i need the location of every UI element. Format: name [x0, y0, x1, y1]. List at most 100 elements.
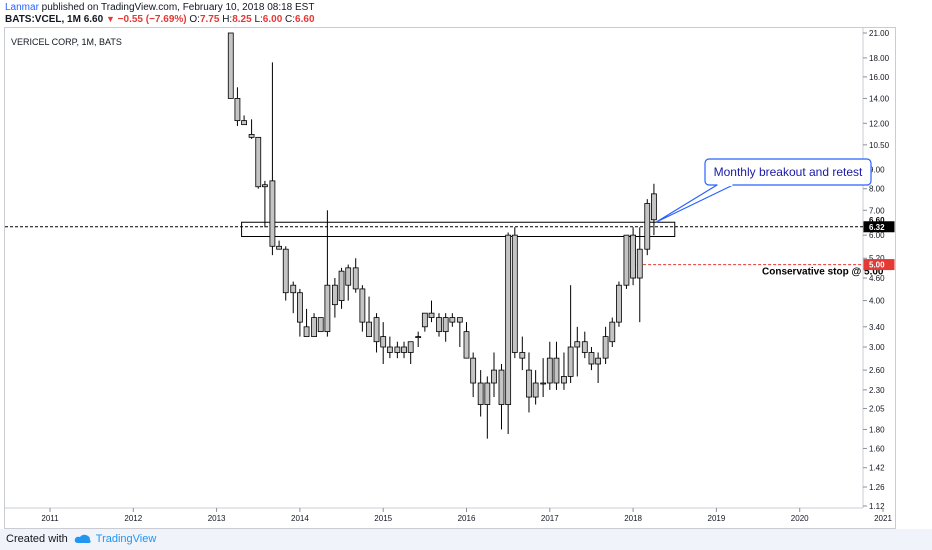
tradingview-link[interactable]: TradingView [74, 533, 157, 545]
price-change: −0.55 (−7.69%) [117, 14, 187, 25]
candle-body [540, 382, 547, 385]
x-tick-label: 2012 [124, 514, 142, 523]
candle-body [623, 234, 630, 286]
created-with-text: Created with [6, 533, 68, 545]
candle-body [415, 336, 422, 338]
low-label: L: [254, 14, 263, 25]
candle-body [296, 292, 303, 323]
candle-body [428, 312, 435, 318]
candle-body [630, 234, 636, 279]
y-tick-label: 4.00 [869, 297, 885, 306]
candle-body [484, 382, 491, 405]
candle-body [331, 284, 338, 306]
y-tick-label: 7.00 [869, 206, 885, 215]
open-value: 7.75 [199, 14, 220, 25]
y-tick-label: 4.60 [869, 274, 885, 283]
candlestick-chart[interactable]: VERICEL CORP, 1M, BATS 21.00 18.00 16.00 14… [5, 28, 895, 528]
stop-price-label: 5.00 [869, 261, 885, 270]
stop-price-label-bg [863, 259, 895, 271]
chart-title: VERICEL CORP, 1M, BATS [11, 37, 122, 47]
header-line-2: BATS:VCEL, 1M 6.60 ▼ −0.55 (−7.69%) O:7.… [5, 14, 315, 25]
y-tick-label: 2.60 [869, 366, 885, 375]
y-tick-label: 8.00 [869, 185, 885, 194]
high-label: H: [222, 14, 233, 25]
y-tick-label: 21.00 [869, 29, 890, 38]
candle-body [366, 321, 372, 337]
candle-body [394, 346, 401, 353]
candle-body [241, 120, 247, 126]
candle-body [463, 331, 470, 359]
candle-body [477, 382, 484, 405]
candle-body [248, 134, 255, 138]
candle-body [588, 352, 595, 365]
chart-frame[interactable]: VERICEL CORP, 1M, BATS 21.00 18.00 16.00 14… [4, 27, 896, 529]
candle-body [324, 284, 331, 333]
x-tick-label: 2014 [291, 514, 309, 523]
x-tick-label: 2020 [791, 514, 809, 523]
candle-body [567, 346, 574, 377]
stop-annotation: Conservative stop @ 5.00 [762, 267, 884, 278]
candle-body [317, 317, 324, 333]
candle-body [546, 357, 553, 384]
candle-body [644, 203, 651, 250]
candle-body [636, 248, 643, 279]
y-tick-label: 9.00 [869, 166, 885, 175]
y-tick-label: 18.00 [869, 54, 890, 63]
callout-box [704, 158, 872, 186]
y-tick-label: 1.12 [869, 502, 885, 511]
candle-body [456, 317, 463, 323]
callout-pointer [655, 184, 734, 223]
candle-body [380, 336, 387, 348]
candle-body [581, 341, 588, 353]
x-tick-label: 2013 [208, 514, 226, 523]
y-tick-label: 2.05 [869, 404, 885, 413]
author-link[interactable]: Lanmar [5, 2, 39, 13]
candle-body [553, 357, 560, 384]
candle-body [436, 317, 442, 333]
candle-body [338, 270, 345, 301]
symbol-label: BATS:VCEL, 1M [5, 14, 81, 25]
y-tick-label: 16.00 [869, 73, 890, 82]
y-tick-label: 12.00 [869, 119, 890, 128]
candle-body [373, 317, 380, 343]
x-tick-label: 2015 [374, 514, 392, 523]
candle-body [526, 369, 532, 398]
y-tick-label: 14.00 [869, 94, 890, 103]
candle-body [386, 346, 393, 353]
candle-body [227, 32, 234, 99]
candle-body [491, 369, 497, 384]
callout-text: Monthly breakout and retest [714, 165, 863, 179]
level-price-label-bg [863, 221, 895, 233]
close-label: C: [285, 14, 296, 25]
high-value: 8.25 [232, 14, 252, 25]
candle-body [359, 288, 366, 323]
x-tick-label: 2019 [708, 514, 726, 523]
candle-body [311, 317, 317, 337]
x-tick-label: 2017 [541, 514, 559, 523]
down-arrow-icon: ▼ [105, 14, 115, 24]
tradingview-brand: TradingView [95, 533, 157, 545]
y-tick-label: 2.30 [869, 386, 885, 395]
candle-body [511, 234, 518, 353]
candle-body [269, 180, 276, 247]
y-tick-label: 5.20 [869, 254, 885, 263]
candle-body [532, 382, 539, 398]
x-tick-label: 2018 [624, 514, 642, 523]
y-tick-label: 3.00 [869, 343, 885, 352]
footer: Created with TradingView [6, 530, 156, 548]
candle-body [290, 284, 297, 294]
y-tick-label: 1.60 [869, 444, 885, 453]
candle-body [276, 245, 282, 250]
tradingview-cloud-icon [74, 534, 91, 543]
level-price-label: 6.32 [869, 223, 885, 232]
candle-body [609, 321, 616, 343]
footer-bar [0, 529, 932, 550]
candle-body [595, 357, 602, 365]
candle-body [303, 326, 310, 337]
y-tick-label: 3.40 [869, 323, 885, 332]
published-text: published on TradingView.com, February 1… [38, 2, 315, 13]
low-value: 6.00 [262, 14, 283, 25]
candle-body [470, 357, 477, 384]
open-label: O: [189, 14, 200, 25]
breakout-zone-box [241, 221, 676, 238]
